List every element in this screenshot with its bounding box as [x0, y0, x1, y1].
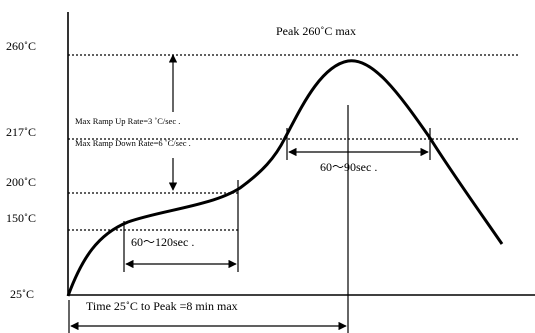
- y-label-150: 150˚C: [6, 211, 36, 225]
- y-label-217: 217˚C: [6, 125, 36, 139]
- y-label-260: 260˚C: [6, 39, 36, 53]
- ramp-up-label: Max Ramp Up Rate=3 ˚C/sec .: [75, 116, 180, 126]
- y-label-200: 200˚C: [6, 175, 36, 189]
- time-above-liquidus-label: 60〜90sec .: [320, 160, 377, 174]
- ramp-down-label: Max Ramp Down Rate=6 ˚C/sec .: [75, 138, 191, 148]
- y-label-25: 25˚C: [10, 287, 34, 301]
- temperature-profile-curve: [66, 59, 504, 297]
- preheat-time-label: 60〜120sec .: [131, 235, 194, 249]
- total-time-label: Time 25˚C to Peak =8 min max: [86, 299, 238, 313]
- peak-label: Peak 260˚C max: [276, 24, 356, 38]
